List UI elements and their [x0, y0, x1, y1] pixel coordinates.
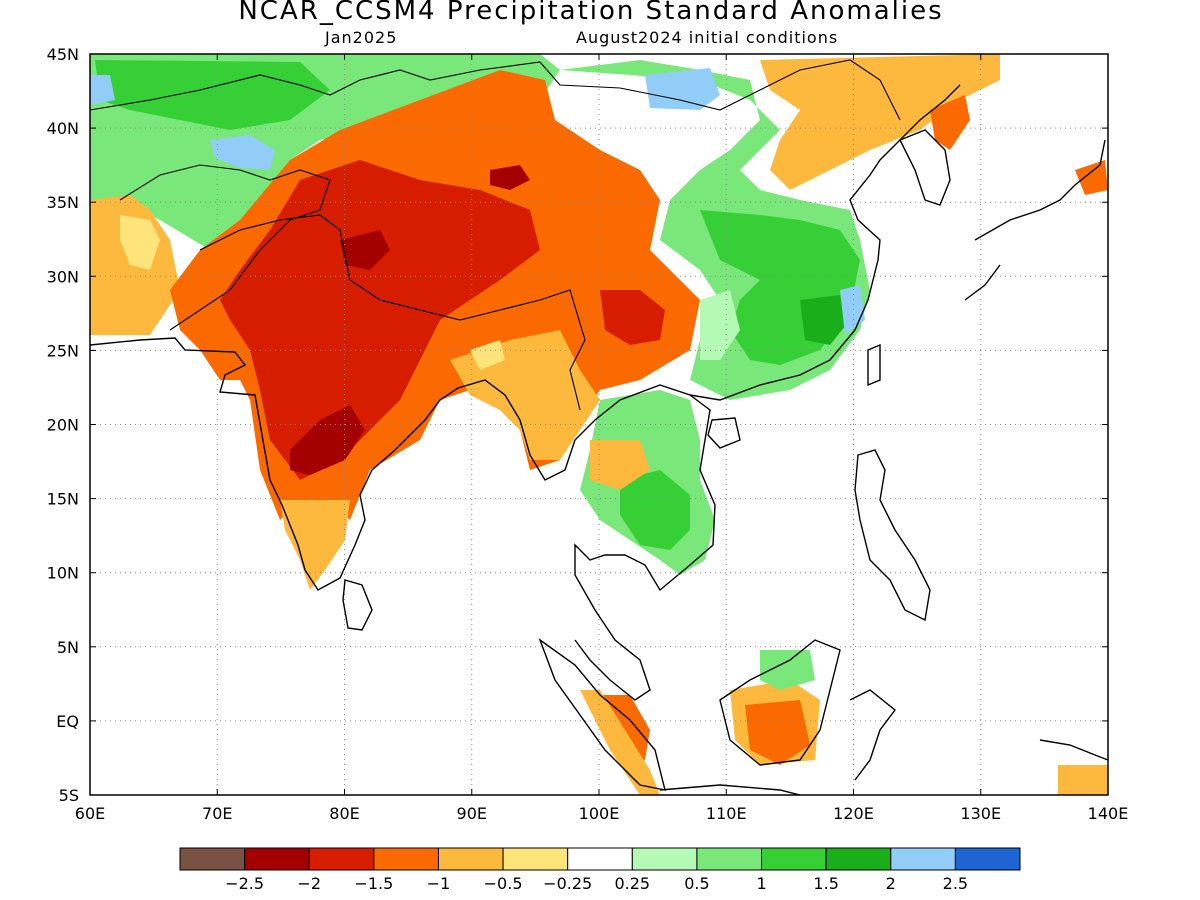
lon-tick-label: 120E: [833, 804, 874, 823]
lon-tick-label: 110E: [706, 804, 747, 823]
anomaly-region-lightblue-mongolia: [645, 68, 720, 110]
coastline-taiwan: [867, 343, 881, 387]
lon-tick-label: 70E: [202, 804, 232, 823]
coastline-hainan: [707, 417, 741, 449]
anomaly-region-strong-wet-indochina: [620, 470, 690, 550]
colorbar-label: −1: [427, 874, 451, 893]
coastline-borneo: [719, 639, 841, 766]
anomaly-region-wet-northwest-blue-2: [90, 75, 115, 105]
lat-tick-label: 5S: [59, 786, 79, 805]
coastline-south-china: [689, 84, 961, 401]
lon-tick-label: 90E: [457, 804, 487, 823]
colorbar-swatch: [567, 847, 633, 871]
anomaly-region-wet-borneo-north: [760, 650, 815, 690]
border-china-north: [90, 59, 901, 121]
lat-tick-label: 25N: [47, 341, 79, 360]
coastline-japan: [964, 139, 1106, 301]
colorbar-label: 0.25: [614, 874, 650, 893]
colorbar-swatch: [437, 847, 504, 871]
initial-conditions-label: August2024 initial conditions: [576, 28, 839, 47]
coastline-sulawesi: [849, 689, 896, 781]
coastline-indochina: [519, 384, 716, 701]
colorbar-swatch: [373, 847, 439, 871]
colorbar-label: 2: [886, 874, 896, 893]
lat-tick-label: 20N: [47, 416, 79, 435]
colorbar-swatch: [308, 847, 375, 871]
colorbar: −2.5 −2 −1.5 −1 −0.5 −0.25 0.25 0.5 1 1.5 2 2.5: [179, 847, 1021, 893]
lat-tick-label: 10N: [47, 564, 79, 583]
anomaly-region-wet-northwest-blue: [210, 135, 275, 170]
longitude-axis: 60E 70E 80E 90E 100E 110E 120E 130E 140E: [75, 54, 1129, 823]
anomaly-field: [90, 54, 1108, 795]
lon-tick-label: 130E: [960, 804, 1001, 823]
lat-tick-label: 45N: [47, 45, 79, 64]
lon-tick-label: 100E: [579, 804, 620, 823]
anomaly-region-extreme-dry-tibet-2: [490, 165, 530, 190]
lon-tick-label: 60E: [75, 804, 105, 823]
lon-tick-label: 140E: [1088, 804, 1129, 823]
colorbar-label: −2: [297, 874, 321, 893]
anomaly-region-extreme-dry-tibet: [340, 230, 390, 270]
colorbar-swatch: [761, 847, 827, 871]
coastline-java: [659, 784, 801, 795]
colorbar-swatch: [954, 847, 1021, 871]
colorbar-label: −0.5: [484, 874, 523, 893]
colorbar-label: 0.5: [684, 874, 709, 893]
lat-tick-label: 15N: [47, 490, 79, 509]
colorbar-swatch: [631, 847, 698, 871]
lat-tick-label: 5N: [57, 638, 79, 657]
coastlines: [90, 59, 1108, 795]
anomaly-region-light-dry-myanmar: [470, 340, 505, 370]
anomaly-region-dry-japan: [1075, 160, 1108, 195]
coastline-philippines: [854, 449, 931, 622]
colorbar-label: −2.5: [225, 874, 264, 893]
border-pakistan-afghanistan: [119, 164, 331, 331]
coastline-sri-lanka: [342, 579, 373, 631]
anomaly-region-dry-west-light: [120, 215, 160, 270]
anomaly-region-dry-south-india: [280, 500, 350, 590]
valid-month-label: Jan2025: [325, 28, 398, 47]
lat-tick-label: 40N: [47, 119, 79, 138]
colorbar-swatch: [696, 847, 763, 871]
coastline-new-guinea: [1039, 739, 1108, 761]
colorbar-label: 1.5: [813, 874, 838, 893]
colorbar-label: −0.25: [543, 874, 592, 893]
coastline-india: [90, 337, 521, 591]
anomaly-region-extreme-dry-india: [290, 405, 365, 475]
lat-tick-label: 30N: [47, 267, 79, 286]
anomaly-region-very-dry-borneo: [745, 700, 810, 765]
anomaly-region-dry-korea: [930, 95, 970, 150]
colorbar-label: 2.5: [943, 874, 968, 893]
colorbar-label: −1.5: [354, 874, 393, 893]
gridlines: [90, 54, 1108, 795]
lat-tick-label: EQ: [56, 712, 79, 731]
colorbar-swatch: [502, 847, 569, 871]
colorbar-swatch: [825, 847, 892, 871]
latitude-axis: 5S EQ 5N 10N 15N 20N 25N 30N 35N 40N 45N: [47, 45, 1108, 805]
colorbar-swatch: [244, 847, 310, 871]
anomaly-region-very-dry-india-tibet: [220, 160, 540, 480]
anomaly-region-light-dry-sumatra: [580, 690, 660, 795]
coastline-korea: [899, 129, 951, 206]
chart-title: NCAR_CCSM4 Precipitation Standard Anomal…: [238, 0, 944, 26]
anomaly-region-dry-new-guinea: [1058, 765, 1108, 795]
anomaly-region-light-wet-north-china: [700, 290, 740, 360]
anomaly-region-very-dry-yunnan: [600, 290, 665, 345]
anomaly-region-very-wet-coast: [800, 295, 850, 345]
anomaly-region-dry-northeast-china: [760, 54, 1000, 190]
lon-tick-label: 80E: [329, 804, 359, 823]
anomaly-region-dry-thailand: [590, 440, 650, 490]
lat-tick-label: 35N: [47, 193, 79, 212]
colorbar-label: 1: [756, 874, 766, 893]
colorbar-swatch: [890, 847, 956, 871]
colorbar-swatch: [179, 847, 246, 871]
